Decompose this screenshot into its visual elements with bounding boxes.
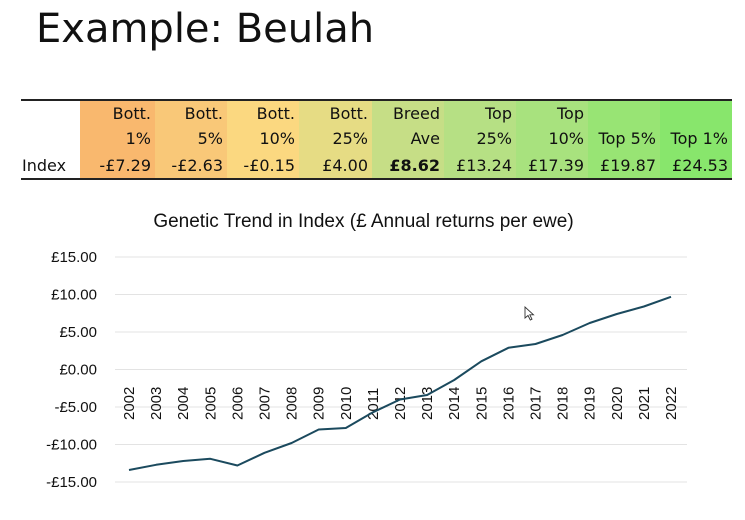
column-header-line2: 10% bbox=[227, 125, 299, 152]
column-header-line2: 5% bbox=[155, 125, 227, 152]
x-tick-label: 2020 bbox=[609, 387, 626, 420]
column-header-line1: Top bbox=[444, 99, 516, 125]
x-tick-label: 2022 bbox=[663, 387, 680, 420]
index-value-cell: £24.53 bbox=[660, 152, 732, 180]
x-tick-label: 2016 bbox=[500, 387, 517, 420]
index-value-cell: £8.62 bbox=[372, 152, 444, 180]
chart-title: Genetic Trend in Index (£ Annual returns… bbox=[153, 211, 574, 232]
row-label-index: Index bbox=[21, 152, 80, 180]
y-tick-label: £0.00 bbox=[59, 362, 97, 379]
x-tick-label: 2003 bbox=[148, 387, 165, 420]
y-tick-label: -£5.00 bbox=[54, 399, 97, 416]
column-header-line1: Bott. bbox=[299, 99, 372, 125]
x-tick-label: 2015 bbox=[473, 387, 490, 420]
y-tick-label: -£15.00 bbox=[46, 474, 97, 491]
index-value-cell: £4.00 bbox=[299, 152, 372, 180]
x-tick-label: 2006 bbox=[229, 387, 246, 420]
column-header-line2: Top 5% bbox=[588, 125, 660, 152]
column-header-line1: Bott. bbox=[227, 99, 299, 125]
column-header-line1 bbox=[660, 99, 732, 125]
column-header-line2: 1% bbox=[80, 125, 155, 152]
column-header-line1: Breed bbox=[372, 99, 444, 125]
index-value-cell: £13.24 bbox=[444, 152, 516, 180]
x-tick-label: 2011 bbox=[365, 388, 382, 420]
column-header-line2: Top 1% bbox=[660, 125, 732, 152]
x-tick-label: 2002 bbox=[121, 387, 138, 420]
table-corner-cell bbox=[21, 125, 80, 152]
column-header-line2: 25% bbox=[299, 125, 372, 152]
column-header-line1: Bott. bbox=[80, 99, 155, 125]
x-tick-label: 2012 bbox=[392, 387, 409, 420]
index-percentile-table: Bott. Bott. Bott. Bott. Breed Top Top 1% 5% 10% 2… bbox=[21, 99, 732, 180]
x-tick-label: 2004 bbox=[175, 387, 192, 420]
y-tick-label: £5.00 bbox=[59, 324, 97, 341]
x-tick-label: 2021 bbox=[636, 387, 653, 420]
mouse-pointer-icon bbox=[524, 306, 535, 321]
index-value-cell: -£0.15 bbox=[227, 152, 299, 180]
x-axis-ticks: 2002 2003 2004 2005 2006 2007 2008 2009 2010 2011… bbox=[121, 387, 680, 420]
table-index-row: Index -£7.29 -£2.63 -£0.15 £4.00 £8.62 £13.24 £… bbox=[21, 152, 732, 180]
column-header-line1: Top bbox=[516, 99, 588, 125]
table-header-row-2: 1% 5% 10% 25% Ave 25% 10% Top 5% Top 1% bbox=[21, 125, 732, 152]
table-corner-cell bbox=[21, 99, 80, 125]
series-lines bbox=[128, 295, 672, 471]
x-tick-label: 2007 bbox=[257, 387, 274, 420]
index-value-cell: -£2.63 bbox=[155, 152, 227, 180]
index-value-cell: £17.39 bbox=[516, 152, 588, 180]
y-tick-label: £10.00 bbox=[51, 287, 97, 304]
x-tick-label: 2010 bbox=[338, 387, 355, 420]
x-tick-label: 2008 bbox=[284, 387, 301, 420]
index-value-cell: £19.87 bbox=[588, 152, 660, 180]
x-tick-label: 2014 bbox=[446, 387, 463, 420]
x-tick-label: 2005 bbox=[202, 387, 219, 420]
slide-title: Example: Beulah bbox=[36, 6, 375, 52]
column-header-line2: 10% bbox=[516, 125, 588, 152]
index-value-cell: -£7.29 bbox=[80, 152, 155, 180]
x-tick-label: 2019 bbox=[582, 387, 599, 420]
y-tick-label: -£10.00 bbox=[46, 437, 97, 454]
y-axis-ticks: £15.00 £10.00 £5.00 £0.00 -£5.00 -£10.00 -£15.… bbox=[46, 249, 97, 491]
x-tick-label: 2017 bbox=[528, 387, 545, 420]
x-tick-label: 2018 bbox=[555, 387, 572, 420]
x-tick-label: 2009 bbox=[311, 387, 328, 420]
column-header-line2: Ave bbox=[372, 125, 444, 152]
gridlines bbox=[115, 256, 687, 483]
column-header-line2: 25% bbox=[444, 125, 516, 152]
series-line bbox=[128, 295, 672, 471]
column-header-line1: Bott. bbox=[155, 99, 227, 125]
column-header-line1 bbox=[588, 99, 660, 125]
y-tick-label: £15.00 bbox=[51, 249, 97, 266]
table-header-row-1: Bott. Bott. Bott. Bott. Breed Top Top bbox=[21, 99, 732, 125]
